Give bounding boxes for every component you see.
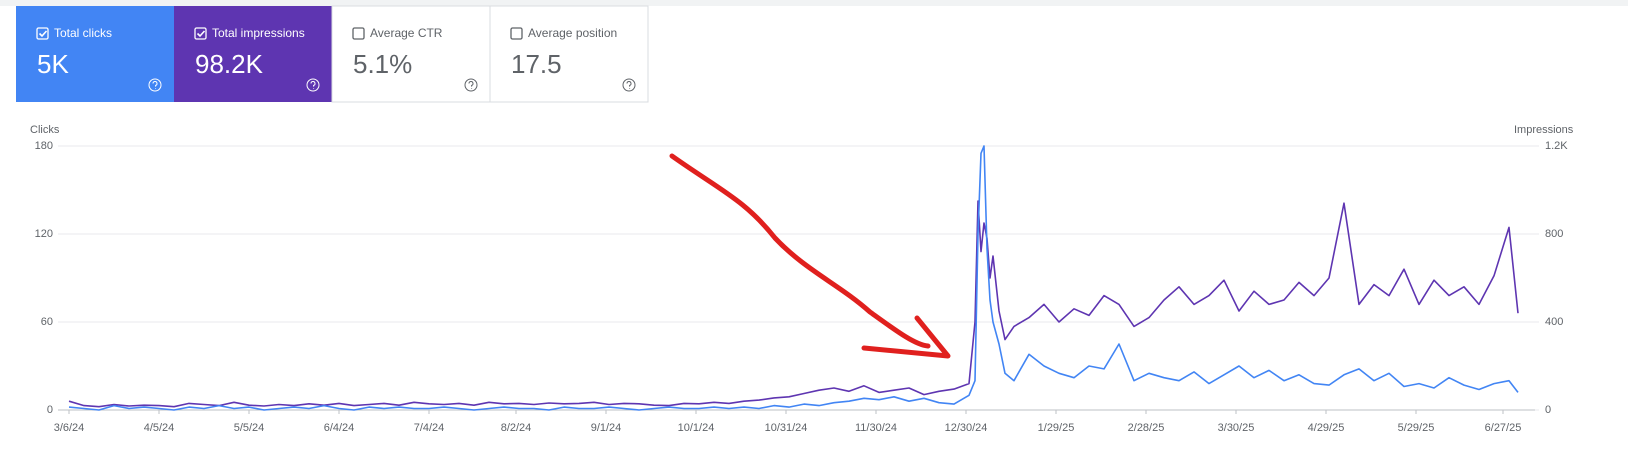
metric-value: 17.5 — [511, 49, 562, 79]
metric-value: 5.1% — [353, 49, 412, 79]
help-icon[interactable] — [306, 78, 320, 92]
y-tick-label: 60 — [41, 316, 53, 328]
y-tick-label: 120 — [35, 228, 53, 240]
y2-tick-label: 800 — [1545, 228, 1563, 240]
x-tick-label: 6/4/24 — [324, 422, 355, 434]
top-strip — [0, 0, 1628, 6]
x-tick-label: 11/30/24 — [855, 422, 897, 434]
checkbox[interactable] — [194, 27, 207, 40]
x-tick-label: 6/27/25 — [1485, 422, 1522, 434]
x-tick-label: 12/30/24 — [945, 422, 988, 434]
checkmark — [38, 30, 48, 38]
y2-tick-label: 1.2K — [1545, 140, 1568, 152]
help-icon[interactable] — [622, 78, 636, 92]
metric-value: 5K — [37, 49, 69, 79]
series-line — [68, 145, 1519, 411]
card-bg — [489, 5, 649, 103]
annotation-arrow — [669, 153, 951, 359]
x-tick-label: 7/4/24 — [414, 422, 445, 434]
checkbox[interactable] — [510, 27, 523, 40]
arrow-head — [861, 315, 951, 359]
metric-value: 98.2K — [195, 49, 264, 79]
y2-tick-label: 0 — [1545, 404, 1551, 416]
x-tick-label: 3/30/25 — [1218, 422, 1255, 434]
x-tick-label: 5/29/25 — [1398, 422, 1435, 434]
y-tick-label: 180 — [35, 140, 53, 152]
help-icon[interactable] — [148, 78, 162, 92]
x-tick-label: 4/5/24 — [144, 422, 175, 434]
help-icon[interactable] — [464, 78, 478, 92]
metric-card[interactable]: Average CTR 5.1% — [331, 5, 491, 103]
series-line — [68, 200, 1519, 408]
checkbox[interactable] — [36, 27, 49, 40]
help-glyph — [468, 81, 474, 89]
metric-card[interactable]: Total clicks 5K — [16, 6, 174, 102]
card-bg — [331, 5, 491, 103]
metric-label: Average position — [528, 26, 617, 40]
metric-card[interactable]: Average position 17.5 — [489, 5, 649, 103]
checkbox[interactable] — [352, 27, 365, 40]
x-tick-label: 1/29/25 — [1038, 422, 1075, 434]
help-glyph — [152, 81, 158, 89]
x-tick-label: 10/1/24 — [678, 422, 715, 434]
y2-tick-label: 400 — [1545, 316, 1563, 328]
x-tick-label: 4/29/25 — [1308, 422, 1345, 434]
card-bg — [16, 6, 174, 102]
help-glyph — [310, 81, 316, 89]
chart: Clicks Impressions 0 60 120 180 0 400 800 1.2K 3… — [30, 124, 1574, 434]
x-tick-label: 2/28/25 — [1128, 422, 1165, 434]
checkmark — [196, 30, 206, 38]
card-bg — [174, 6, 332, 102]
x-tick-label: 9/1/24 — [591, 422, 622, 434]
help-glyph — [626, 81, 632, 89]
arrow-shaft — [669, 153, 931, 349]
x-tick-label: 8/2/24 — [501, 422, 532, 434]
y-tick-label: 0 — [47, 404, 53, 416]
x-tick-label: 10/31/24 — [765, 422, 808, 434]
x-tick-label: 3/6/24 — [54, 422, 85, 434]
y2-axis-title: Impressions — [1514, 124, 1574, 136]
metric-label: Total clicks — [54, 26, 112, 40]
metric-label: Total impressions — [212, 26, 305, 40]
x-tick-label: 5/5/24 — [234, 422, 265, 434]
metric-card[interactable]: Total impressions 98.2K — [174, 6, 332, 102]
y-axis-title: Clicks — [30, 124, 60, 136]
metric-label: Average CTR — [370, 26, 443, 40]
metric-cards: Total clicks 5K Total impressions 98.2K Aver… — [16, 5, 649, 103]
